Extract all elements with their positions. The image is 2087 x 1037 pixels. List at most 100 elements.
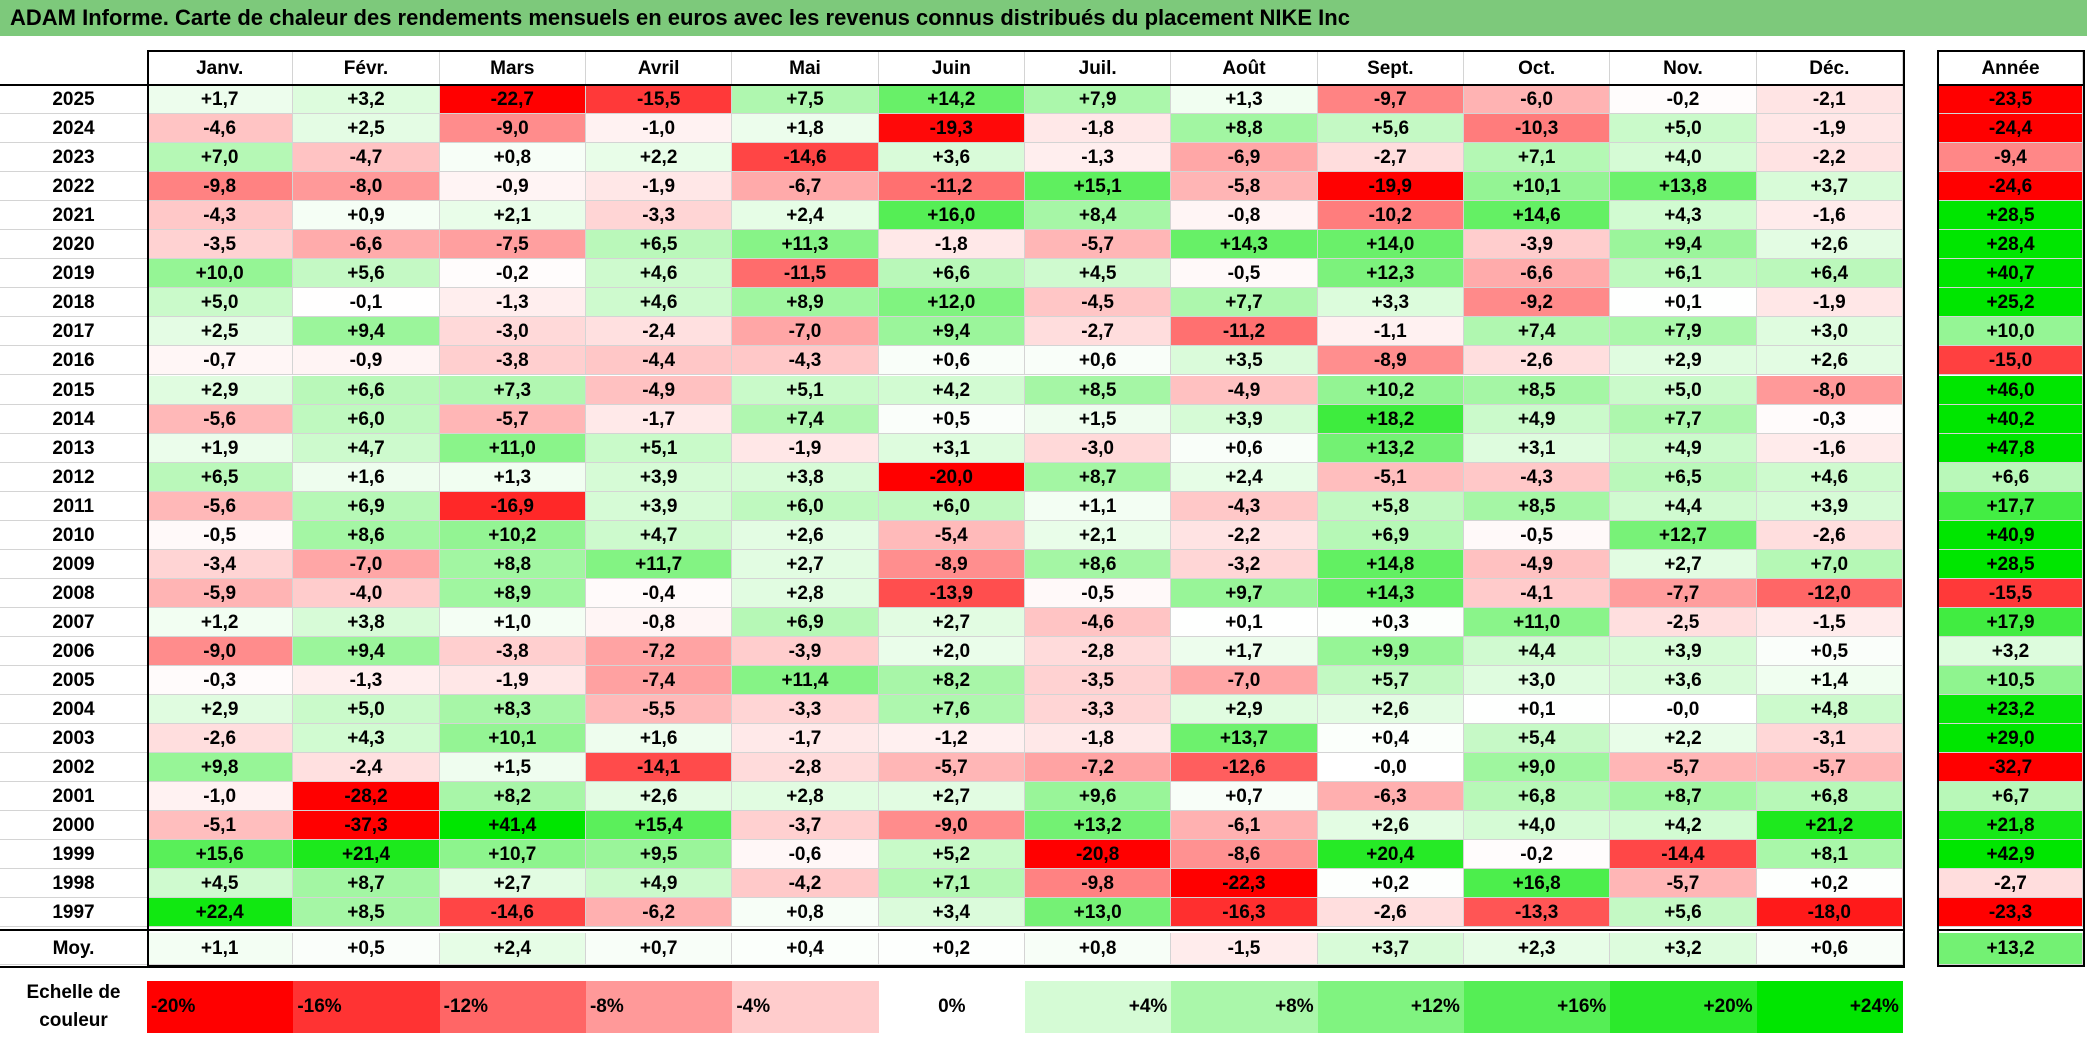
heatmap-cell: +3,4 <box>878 898 1025 928</box>
legend-swatch: +20% <box>1610 981 1757 1033</box>
heatmap-cell: +15,6 <box>147 840 294 870</box>
heatmap-cell: +0,4 <box>1317 724 1464 754</box>
heatmap-cell: +2,7 <box>439 869 586 899</box>
heatmap-cell: -6,2 <box>585 898 733 928</box>
heatmap-cell: +3,0 <box>1463 666 1611 696</box>
heatmap-cell: -7,0 <box>293 549 440 579</box>
heatmap-cell: -4,3 <box>732 346 879 376</box>
average-cell: +0,7 <box>585 933 733 966</box>
heatmap-cell: -4,1 <box>1463 578 1611 608</box>
annual-column-header: Année <box>1939 52 2083 85</box>
heatmap-cell: +16,0 <box>878 201 1025 231</box>
heatmap-cell: -3,0 <box>1024 433 1172 463</box>
heatmap-cell: -1,9 <box>1756 288 1903 318</box>
heatmap-cell: -1,3 <box>1024 143 1172 173</box>
heatmap-cell: -0,2 <box>439 259 586 289</box>
annual-cell: +29,0 <box>1939 724 2083 754</box>
heatmap-cell: +0,7 <box>1171 782 1318 812</box>
heatmap-cell: +4,5 <box>147 869 294 899</box>
heatmap-cell: +4,2 <box>1610 811 1757 841</box>
heatmap-cell: +0,1 <box>1610 288 1757 318</box>
heatmap-cell: -0,0 <box>1317 753 1464 783</box>
heatmap-cell: +16,8 <box>1463 869 1611 899</box>
heatmap-cell: +7,7 <box>1171 288 1318 318</box>
heatmap-cell: +8,5 <box>1024 375 1172 405</box>
heatmap-cell: -1,8 <box>878 230 1025 260</box>
heatmap-cell: -9,0 <box>439 114 586 144</box>
heatmap-cell: -1,3 <box>439 288 586 318</box>
heatmap-cell: -1,2 <box>878 724 1025 754</box>
heatmap-cell: -15,5 <box>585 85 733 115</box>
heatmap-cell: +7,7 <box>1610 404 1757 434</box>
heatmap-cell: -5,1 <box>1317 462 1464 492</box>
heatmap-cell: +3,8 <box>293 607 440 637</box>
column-header: Janv. <box>147 52 294 85</box>
heatmap-cell: -3,2 <box>1171 549 1318 579</box>
year-label: 2000 <box>0 811 147 841</box>
annual-cell: +10,0 <box>1939 317 2083 347</box>
heatmap-cell: +7,9 <box>1610 317 1757 347</box>
heatmap-cell: +2,1 <box>1024 520 1172 550</box>
heatmap-cell: +7,4 <box>732 404 879 434</box>
heatmap-cell: +4,6 <box>585 288 733 318</box>
heatmap-cell: +21,2 <box>1756 811 1903 841</box>
heatmap-cell: -12,6 <box>1171 753 1318 783</box>
heatmap-cell: +9,4 <box>1610 230 1757 260</box>
heatmap-cell: +1,6 <box>293 462 440 492</box>
heatmap-cell: -5,1 <box>147 811 294 841</box>
annual-cell: -15,5 <box>1939 578 2083 608</box>
heatmap-cell: -14,4 <box>1610 840 1757 870</box>
heatmap-cell: +11,3 <box>732 230 879 260</box>
heatmap-cell: -2,4 <box>585 317 733 347</box>
heatmap-cell: +5,0 <box>147 288 294 318</box>
column-header: Févr. <box>293 52 440 85</box>
heatmap-cell: +7,4 <box>1463 317 1611 347</box>
column-header: Déc. <box>1756 52 1903 85</box>
heatmap-cell: +3,9 <box>585 462 733 492</box>
heatmap-cell: -0,8 <box>1171 201 1318 231</box>
heatmap-cell: -0,5 <box>147 520 294 550</box>
heatmap-cell: -6,6 <box>1463 259 1611 289</box>
heatmap-cell: -2,1 <box>1756 85 1903 115</box>
heatmap-cell: -7,2 <box>1024 753 1172 783</box>
heatmap-cell: -7,2 <box>585 636 733 666</box>
heatmap-cell: +8,6 <box>1024 549 1172 579</box>
average-cell: +0,4 <box>732 933 879 966</box>
heatmap-cell: -1,7 <box>585 404 733 434</box>
heatmap-cell: +15,4 <box>585 811 733 841</box>
heatmap-cell: -0,9 <box>439 172 586 202</box>
heatmap-cell: -2,4 <box>293 753 440 783</box>
year-label: 2003 <box>0 724 147 754</box>
heatmap-cell: +0,6 <box>1024 346 1172 376</box>
heatmap-cell: +10,1 <box>1463 172 1611 202</box>
heatmap-cell: -22,7 <box>439 85 586 115</box>
heatmap-cell: -9,8 <box>1024 869 1172 899</box>
average-cell: +3,7 <box>1317 933 1464 966</box>
heatmap-cell: +2,8 <box>732 782 879 812</box>
heatmap-cell: +10,2 <box>439 520 586 550</box>
heatmap-cell: +0,5 <box>878 404 1025 434</box>
heatmap-cell: +3,9 <box>585 491 733 521</box>
heatmap-cell: -0,6 <box>732 840 879 870</box>
heatmap-cell: +8,9 <box>732 288 879 318</box>
heatmap-cell: -5,6 <box>147 404 294 434</box>
heatmap-cell: +3,5 <box>1171 346 1318 376</box>
heatmap-cell: +5,6 <box>1610 898 1757 928</box>
heatmap-cell: -3,8 <box>439 346 586 376</box>
heatmap-cell: +2,2 <box>1610 724 1757 754</box>
annual-cell: +28,5 <box>1939 549 2083 579</box>
heatmap-cell: +7,1 <box>1463 143 1611 173</box>
header-divider <box>0 84 1905 86</box>
heatmap-cell: -4,4 <box>585 346 733 376</box>
heatmap-cell: +8,1 <box>1756 840 1903 870</box>
heatmap-cell: +6,0 <box>878 491 1025 521</box>
heatmap-cell: -6,0 <box>1463 85 1611 115</box>
heatmap-cell: -3,5 <box>147 230 294 260</box>
heatmap-cell: +0,8 <box>439 143 586 173</box>
heatmap-cell: -0,5 <box>1024 578 1172 608</box>
heatmap-cell: +1,7 <box>1171 636 1318 666</box>
page-title: ADAM Informe. Carte de chaleur des rende… <box>0 0 2087 36</box>
heatmap-cell: +4,8 <box>1756 695 1903 725</box>
heatmap-cell: +4,7 <box>293 433 440 463</box>
column-header: Juin <box>878 52 1025 85</box>
